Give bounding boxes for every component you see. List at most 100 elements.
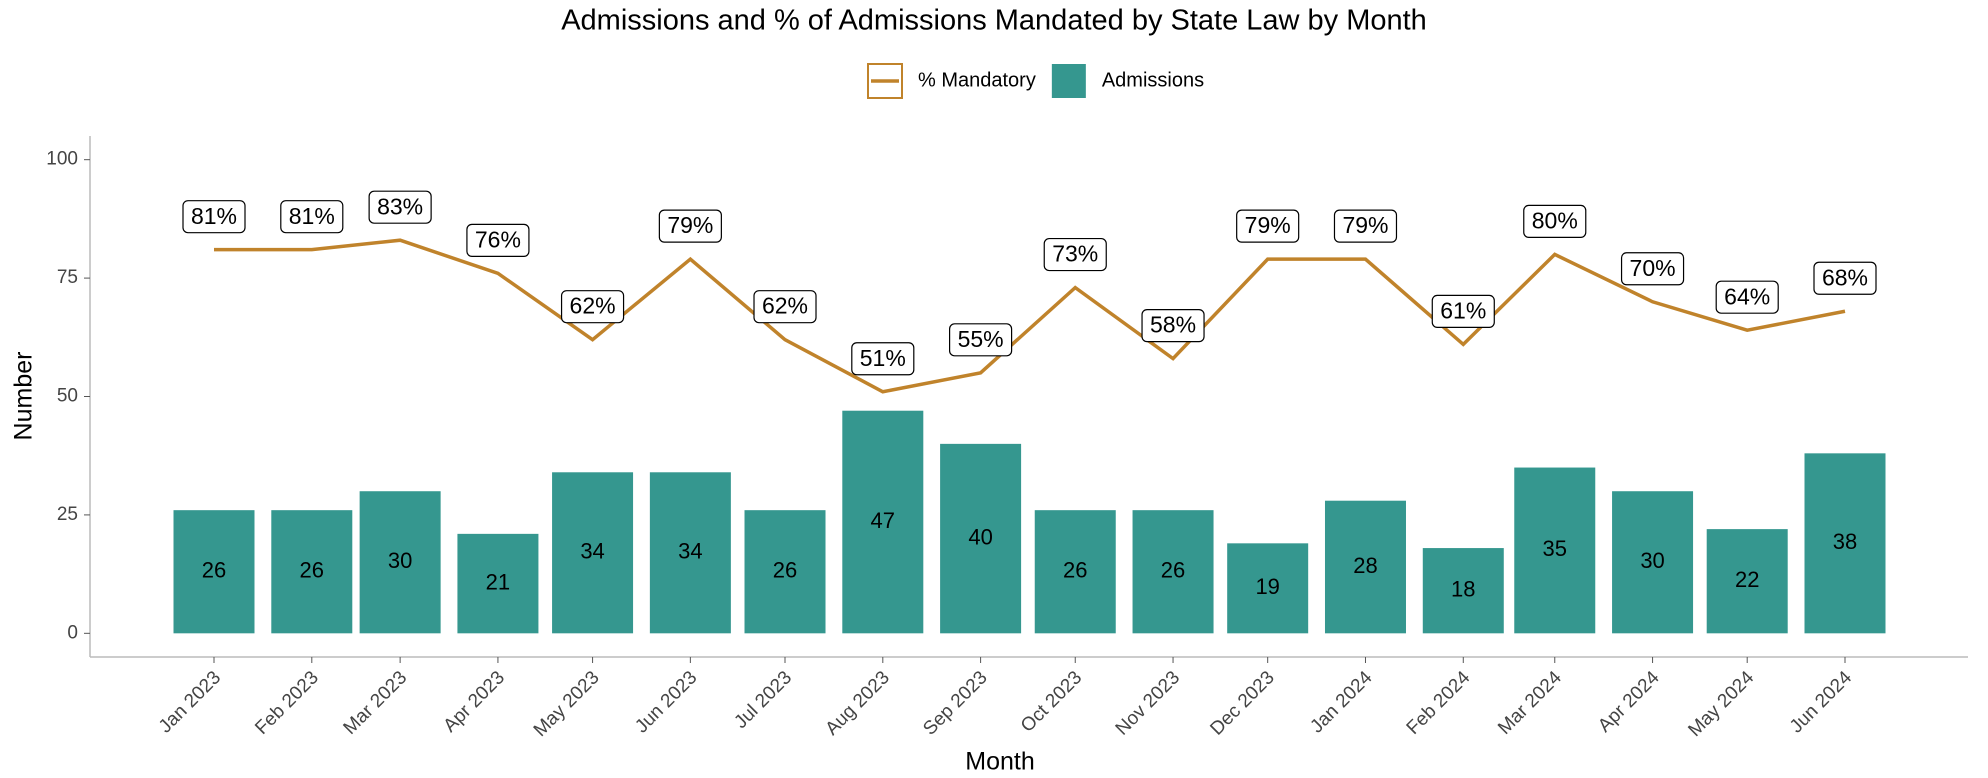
bar-value-label: 30 xyxy=(388,548,412,573)
value-label-box xyxy=(949,323,1013,357)
bar-value-label: 26 xyxy=(1161,558,1185,583)
bar xyxy=(457,533,539,634)
bar-value-label: 19 xyxy=(1255,574,1279,599)
line-value-label: 62% xyxy=(762,293,808,319)
line-value-label: 79% xyxy=(1342,212,1388,238)
bar-value-label: 40 xyxy=(968,524,992,549)
line-value-label: 80% xyxy=(1532,207,1578,233)
bar-value-label: 34 xyxy=(678,539,702,564)
x-tick-label: Jun 2023 xyxy=(631,667,701,737)
bar xyxy=(271,510,353,634)
bar-value-label: 47 xyxy=(871,508,895,533)
value-label-box xyxy=(280,200,344,234)
value-label-box xyxy=(851,342,915,376)
bar xyxy=(1034,510,1116,634)
x-axis-label: Month xyxy=(965,748,1034,776)
y-axis-label: Number xyxy=(10,352,38,441)
value-label-box xyxy=(466,223,530,257)
line-value-label: 51% xyxy=(860,345,906,371)
value-label-box xyxy=(1813,261,1877,295)
y-tick-label: 50 xyxy=(57,386,78,407)
line-value-label: 73% xyxy=(1052,241,1098,267)
bar-value-label: 18 xyxy=(1451,577,1475,602)
value-label-box xyxy=(1715,280,1779,314)
bar xyxy=(1514,467,1596,634)
y-tick-label: 100 xyxy=(46,149,78,170)
y-tick-label: 0 xyxy=(67,622,78,643)
value-label-box xyxy=(1236,209,1300,243)
bar xyxy=(649,472,731,634)
line-value-label: 64% xyxy=(1724,283,1770,309)
value-label-box xyxy=(753,290,817,324)
line-value-label: 79% xyxy=(667,212,713,238)
legend-key xyxy=(1051,64,1086,98)
x-tick-label: Jan 2023 xyxy=(155,667,225,737)
bar-value-label: 34 xyxy=(580,539,604,564)
y-tick-label: 75 xyxy=(57,267,78,288)
line-value-label: 58% xyxy=(1150,312,1196,338)
value-label-box xyxy=(182,200,246,234)
value-label-box xyxy=(1043,237,1107,272)
x-tick-label: Mar 2024 xyxy=(1494,667,1566,739)
value-label-box xyxy=(1523,204,1587,239)
legend-label: Admissions xyxy=(1102,69,1204,91)
x-tick-label: Jan 2024 xyxy=(1306,667,1376,737)
value-label-box xyxy=(658,209,722,243)
line-value-label: 79% xyxy=(1245,212,1291,238)
bar-value-label: 26 xyxy=(300,558,324,583)
x-tick-label: May 2023 xyxy=(530,667,604,741)
bar xyxy=(940,443,1022,634)
y-tick-label: 25 xyxy=(57,504,78,525)
x-tick-label: Apr 2024 xyxy=(1594,667,1664,737)
line-value-label: 81% xyxy=(289,203,335,229)
bar-value-label: 30 xyxy=(1640,548,1664,573)
bar-value-label: 22 xyxy=(1735,567,1759,592)
bar xyxy=(1422,548,1504,634)
value-label-box xyxy=(1620,252,1685,286)
x-tick-label: Apr 2023 xyxy=(440,667,509,736)
bar xyxy=(1804,453,1886,634)
value-label-box xyxy=(1333,209,1398,243)
bar xyxy=(1612,491,1694,634)
x-tick-label: Jun 2024 xyxy=(1786,667,1856,737)
bar-value-label: 28 xyxy=(1353,553,1377,578)
line-value-label: 81% xyxy=(191,203,237,229)
line-value-label: 68% xyxy=(1822,264,1868,290)
value-label-box xyxy=(560,290,625,324)
value-label-box xyxy=(1431,294,1495,328)
x-tick-label: Nov 2023 xyxy=(1112,667,1184,739)
bar xyxy=(359,491,441,634)
bar-value-label: 38 xyxy=(1833,529,1857,554)
line xyxy=(214,238,1846,394)
chart-title: Admissions and % of Admissions Mandated … xyxy=(561,5,1427,37)
x-tick-label: Mar 2023 xyxy=(340,667,412,739)
value-label-box xyxy=(368,190,432,224)
x-tick-label: Sep 2023 xyxy=(919,667,991,739)
bar xyxy=(173,510,255,634)
line-value-label: 83% xyxy=(377,193,423,219)
bar-value-label: 26 xyxy=(202,558,226,583)
bar-value-label: 26 xyxy=(1063,558,1087,583)
x-tick-label: Oct 2023 xyxy=(1017,667,1086,736)
bar xyxy=(552,472,634,634)
bar-value-label: 21 xyxy=(486,569,510,594)
line-value-label: 62% xyxy=(570,293,616,319)
bar xyxy=(1132,510,1214,634)
x-tick-label: May 2024 xyxy=(1684,667,1758,741)
bar-value-label: 35 xyxy=(1543,536,1567,561)
bar xyxy=(1227,543,1309,634)
bar xyxy=(842,410,924,634)
bar xyxy=(1706,529,1788,634)
x-tick-label: Dec 2023 xyxy=(1206,667,1278,739)
legend-label: % Mandatory xyxy=(918,69,1036,91)
bar xyxy=(1324,500,1406,634)
line-value-label: 61% xyxy=(1440,297,1486,323)
x-tick-label: Jul 2023 xyxy=(730,667,796,733)
bar xyxy=(744,510,826,634)
line-value-label: 70% xyxy=(1630,255,1676,281)
x-tick-label: Feb 2024 xyxy=(1403,667,1475,739)
x-tick-label: Aug 2023 xyxy=(822,667,894,739)
x-tick-label: Feb 2023 xyxy=(251,667,323,739)
line-value-label: 55% xyxy=(958,326,1004,352)
